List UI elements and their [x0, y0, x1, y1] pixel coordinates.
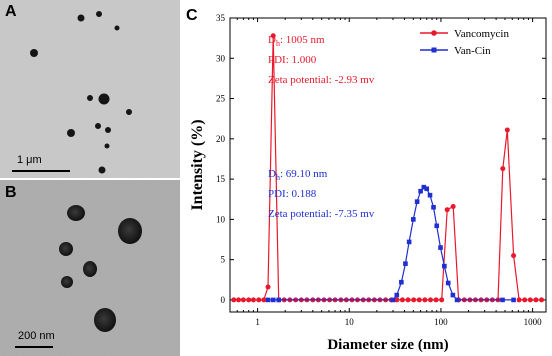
data-point — [433, 297, 439, 303]
legend: Vancomycin Van-Cin — [420, 28, 509, 57]
data-point — [422, 297, 428, 303]
legend-label: Van-Cin — [454, 45, 491, 57]
data-point — [276, 297, 282, 303]
x-tick-label: 1 — [255, 317, 260, 327]
legend-marker — [431, 30, 437, 36]
data-point — [270, 33, 276, 39]
data-point — [504, 127, 510, 133]
data-point — [416, 297, 422, 303]
data-point — [511, 253, 517, 259]
data-point — [240, 297, 246, 303]
data-point — [450, 292, 456, 298]
plot-frame — [229, 17, 547, 313]
panel-letter-a: A — [5, 3, 17, 20]
data-point — [500, 166, 506, 172]
x-tick-label: 100 — [434, 317, 448, 327]
data-point — [265, 297, 271, 303]
tem-image-a-graphic — [0, 0, 180, 178]
y-tick-label: 10 — [216, 214, 226, 224]
data-point — [394, 292, 400, 298]
tem-image-b: B 200 nm — [0, 180, 180, 356]
data-point — [256, 297, 262, 303]
data-point — [236, 297, 242, 303]
data-point — [533, 297, 539, 303]
panel-letter-c: C — [186, 7, 198, 24]
data-point — [399, 297, 405, 303]
scale-bar-b — [15, 346, 53, 348]
data-point — [439, 297, 445, 303]
annotation-vancomycin: Dh: 1005 nm PDI: 1.000 Zeta potential: -2.… — [268, 34, 375, 86]
data-point — [444, 207, 450, 213]
data-point — [414, 199, 420, 204]
scale-bar-a — [12, 170, 70, 172]
annotation-line: PDI: 0.188 — [268, 188, 317, 200]
data-point — [427, 297, 433, 303]
x-tick-label: 10 — [345, 317, 355, 327]
scale-label-b: 200 nm — [18, 330, 55, 342]
y-tick-label: 15 — [216, 174, 226, 184]
panel-letter-b: B — [5, 184, 17, 201]
annotation-line: Dh: 69.10 nm — [268, 168, 328, 182]
data-point — [522, 297, 528, 303]
data-point — [418, 188, 423, 194]
data-point — [511, 297, 516, 303]
x-axis-title: Diameter size (nm) — [327, 337, 448, 353]
data-point — [424, 186, 430, 192]
data-point — [403, 261, 408, 266]
data-point — [421, 184, 427, 190]
annotation-line: Zeta potential: -2.93 mv — [268, 74, 375, 86]
y-tick-label: 5 — [221, 255, 226, 265]
data-point — [261, 297, 267, 303]
annotations: Dh: 1005 nm PDI: 1.000 Zeta potential: -2.… — [268, 34, 375, 220]
annotation-line: PDI: 1.000 — [268, 54, 317, 66]
annotation-line: Zeta potential: -7.35 mv — [268, 208, 375, 220]
data-point — [406, 239, 412, 245]
legend-label: Vancomycin — [454, 28, 509, 40]
data-point — [431, 204, 436, 210]
data-point — [250, 297, 256, 303]
y-tick-label: 30 — [216, 53, 226, 63]
data-point — [411, 217, 416, 222]
data-point — [394, 297, 400, 303]
data-point — [270, 297, 276, 303]
scale-label-a: 1 μm — [17, 154, 42, 166]
legend-marker — [431, 47, 437, 53]
data-point — [265, 284, 271, 290]
data-point — [445, 280, 451, 286]
plot-area: 0 5 10 15 20 25 30 35 1 10 100 1000 Diameter size (n… — [189, 13, 547, 353]
tem-image-b-graphic — [0, 180, 180, 356]
data-point — [411, 297, 417, 303]
dls-chart: C 0 5 10 15 20 25 30 35 1 10 100 1000 Diameter size … — [186, 7, 547, 353]
tem-image-a: A 1 μm — [0, 0, 180, 178]
data-point — [516, 297, 522, 303]
annotation-van-cin: Dh: 69.10 nm PDI: 0.188 Zeta potential: -7… — [268, 168, 375, 220]
data-point — [442, 263, 447, 269]
data-point — [427, 192, 433, 198]
y-axis-title: Intensity (%) — [189, 119, 206, 210]
data-point — [399, 279, 404, 285]
x-tick-label: 1000 — [524, 317, 543, 327]
y-tick-label: 20 — [216, 134, 226, 144]
series-van-cin — [265, 184, 516, 303]
data-point — [539, 297, 545, 303]
data-point — [450, 203, 456, 209]
y-tick-label: 35 — [216, 13, 226, 23]
data-point — [434, 223, 440, 229]
data-point — [246, 297, 252, 303]
y-tick-label: 0 — [221, 295, 226, 305]
data-point — [390, 297, 396, 303]
data-point — [438, 245, 443, 250]
annotation-line: Dh: 1005 nm — [268, 34, 325, 48]
data-point — [500, 297, 505, 303]
legend-item: Vancomycin — [420, 28, 509, 40]
series-line — [268, 186, 514, 301]
data-point — [454, 297, 460, 303]
data-point — [527, 297, 533, 303]
legend-item: Van-Cin — [420, 45, 491, 57]
data-point — [231, 297, 237, 303]
data-point — [405, 297, 411, 303]
y-tick-label: 25 — [216, 94, 226, 104]
